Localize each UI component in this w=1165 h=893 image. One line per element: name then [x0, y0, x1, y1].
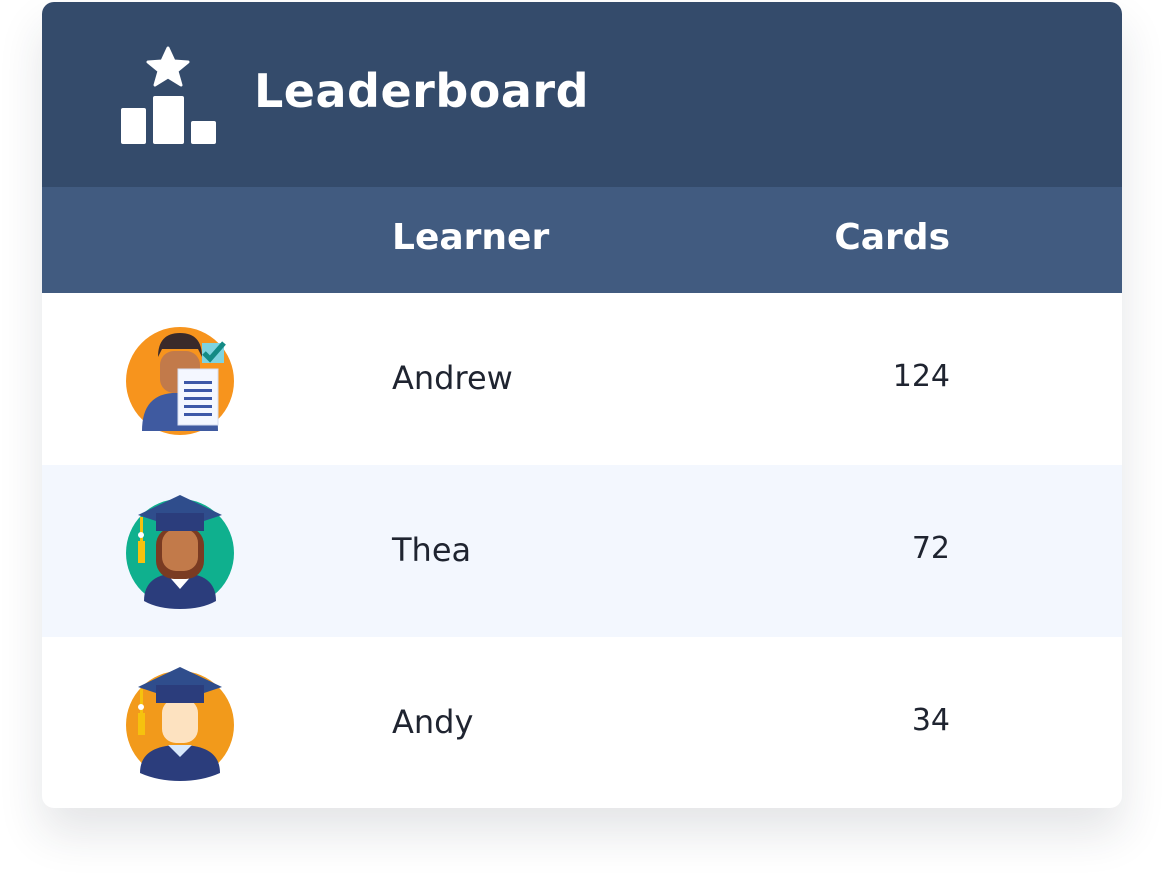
cards-count: 34	[911, 703, 950, 738]
graduate-woman-avatar	[126, 495, 234, 609]
table-row: Andy 34	[42, 637, 1122, 808]
cards-count: 72	[911, 531, 950, 566]
page-title: Leaderboard	[254, 64, 590, 118]
leaderboard-card: Leaderboard Learner Cards Andrew 124	[42, 2, 1122, 808]
learner-name: Andy	[392, 703, 474, 741]
man-with-certificate-avatar	[126, 327, 234, 435]
table-row: Thea 72	[42, 465, 1122, 637]
column-header-cards[interactable]: Cards	[834, 217, 950, 258]
podium-star-icon	[121, 46, 216, 144]
cards-count: 124	[892, 359, 950, 394]
graduate-man-avatar	[126, 667, 234, 781]
table-header: Learner Cards	[42, 187, 1122, 293]
learner-name: Thea	[392, 531, 472, 569]
learner-name: Andrew	[392, 359, 513, 397]
column-header-learner[interactable]: Learner	[392, 217, 550, 258]
table-row: Andrew 124	[42, 293, 1122, 465]
leaderboard-header: Leaderboard	[42, 2, 1122, 187]
